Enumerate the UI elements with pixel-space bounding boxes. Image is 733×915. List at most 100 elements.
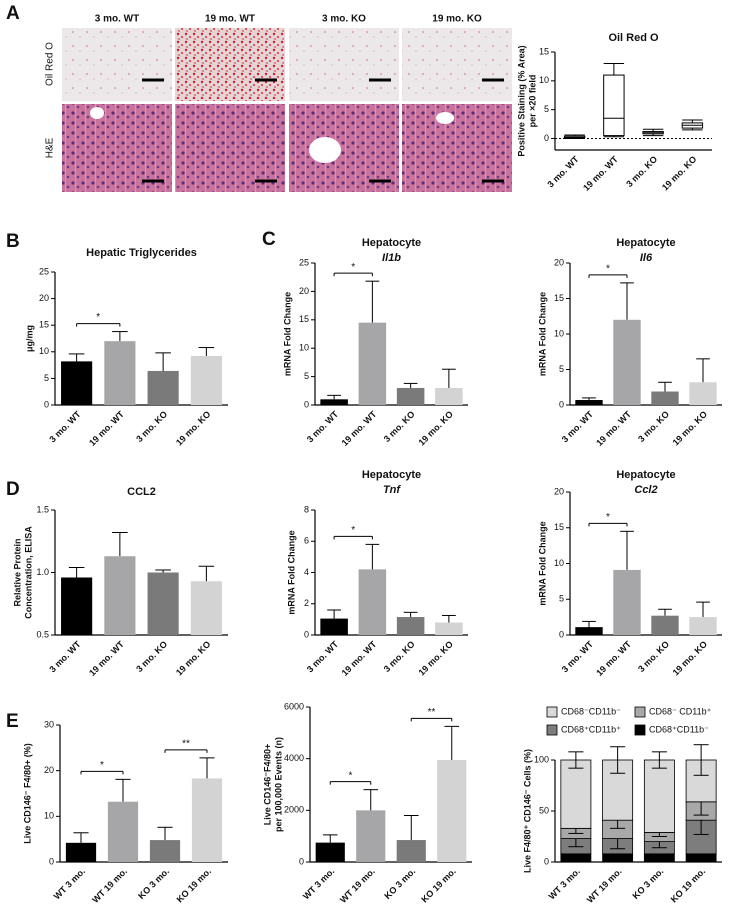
bar bbox=[65, 842, 97, 862]
x-tick-label: KO 19 mo. bbox=[419, 866, 458, 905]
x-tick-label: 19 mo. WT bbox=[87, 409, 126, 448]
chart-title: Hepatocyte bbox=[362, 469, 421, 481]
y-tick-label: 0 bbox=[44, 399, 49, 409]
bar bbox=[396, 387, 425, 405]
chart-title: Hepatocyte bbox=[616, 469, 675, 481]
y-tick-label: 10 bbox=[299, 343, 309, 353]
bar bbox=[689, 382, 717, 405]
x-tick-label: 19 mo. WT bbox=[581, 154, 620, 193]
y-tick-label: 20 bbox=[44, 765, 54, 775]
bar bbox=[396, 617, 425, 635]
row-label: H&E bbox=[45, 137, 56, 158]
x-tick-label: 19 mo. WT bbox=[340, 409, 379, 448]
bar bbox=[190, 356, 222, 405]
x-tick-label: WT 19 mo. bbox=[585, 866, 624, 905]
y-axis-label: Relative Protein bbox=[12, 538, 22, 606]
x-tick-label: 3 mo. KO bbox=[624, 154, 659, 189]
y-tick-label: 0 bbox=[304, 629, 309, 639]
x-tick-label: KO 19 mo. bbox=[175, 866, 214, 905]
y-tick-label: 10 bbox=[539, 75, 549, 85]
chart-title: Oil Red O bbox=[608, 32, 659, 44]
y-tick-label: 10 bbox=[554, 558, 564, 568]
y-axis-label: Positive Staining (% Area) bbox=[516, 45, 526, 156]
y-tick-label: 0 bbox=[304, 399, 309, 409]
x-tick-label: 19 mo. KO bbox=[671, 639, 710, 678]
y-tick-label: 10 bbox=[554, 328, 564, 338]
x-tick-label: 19 mo. WT bbox=[594, 639, 633, 678]
significance-label: ** bbox=[428, 707, 436, 718]
bar bbox=[190, 581, 222, 635]
bar bbox=[396, 840, 426, 862]
significance-label: * bbox=[351, 525, 355, 536]
y-tick-label: 15 bbox=[554, 293, 564, 303]
y-tick-label: 1.5 bbox=[36, 504, 49, 514]
bar bbox=[320, 618, 348, 635]
bar bbox=[358, 569, 387, 635]
image bbox=[289, 104, 399, 192]
y-tick-label: 4000 bbox=[284, 753, 304, 763]
bar bbox=[147, 572, 179, 635]
y-axis-label: Live CD146⁻F4/80+ bbox=[262, 744, 272, 826]
significance-label: * bbox=[96, 312, 100, 323]
significance-label: * bbox=[606, 264, 610, 275]
bar-segment bbox=[643, 759, 675, 833]
legend-swatch bbox=[546, 724, 558, 736]
y-tick-label: 15 bbox=[539, 46, 549, 56]
bar bbox=[689, 617, 717, 635]
bar bbox=[315, 842, 345, 862]
image bbox=[402, 104, 512, 192]
x-tick-label: 3 mo. KO bbox=[382, 409, 417, 444]
x-tick-label: 19 mo. KO bbox=[174, 409, 213, 448]
bar bbox=[149, 840, 181, 862]
image bbox=[62, 28, 172, 101]
x-tick-label: 19 mo. WT bbox=[87, 639, 126, 678]
y-tick-label: 4 bbox=[304, 567, 309, 577]
x-tick-label: WT 19 mo. bbox=[90, 866, 129, 905]
y-tick-label: 15 bbox=[39, 320, 49, 330]
legend-label: CD68⁻CD11b⁻ bbox=[561, 706, 621, 716]
bar bbox=[651, 615, 679, 635]
y-tick-label: 0 bbox=[544, 133, 549, 143]
x-tick-label: 3 mo. WT bbox=[47, 409, 83, 445]
x-tick-label: 3 mo. WT bbox=[545, 154, 581, 190]
image bbox=[402, 28, 512, 101]
y-tick-label: 2 bbox=[304, 598, 309, 608]
y-tick-label: 0 bbox=[49, 856, 54, 866]
y-axis-label: Live CD146⁻ F4/80+ (%) bbox=[22, 743, 32, 844]
legend-swatch bbox=[546, 706, 558, 718]
column-header: 19 mo. KO bbox=[432, 14, 482, 25]
x-tick-label: WT 3 mo. bbox=[547, 866, 582, 901]
bar bbox=[651, 391, 679, 405]
y-axis-label: mRNA Fold Change bbox=[286, 530, 296, 614]
y-tick-label: 0 bbox=[299, 856, 304, 866]
significance-label: * bbox=[351, 262, 355, 273]
legend-swatch bbox=[634, 706, 646, 718]
chart-subtitle: Il1b bbox=[382, 252, 401, 264]
y-axis-label: mRNA Fold Change bbox=[537, 521, 547, 605]
vessel bbox=[436, 112, 454, 124]
x-tick-label: 19 mo. KO bbox=[174, 639, 213, 678]
significance-label: * bbox=[100, 760, 104, 771]
panel-label: D bbox=[6, 479, 20, 500]
image bbox=[175, 28, 285, 101]
bar bbox=[356, 810, 386, 862]
y-tick-label: 15 bbox=[299, 314, 309, 324]
legend-label: CD68⁺CD11b⁻ bbox=[649, 724, 709, 734]
chart-title: CCL2 bbox=[127, 486, 156, 498]
scale-bars bbox=[142, 78, 504, 183]
y-tick-label: 5 bbox=[559, 594, 564, 604]
bar bbox=[107, 801, 139, 862]
y-axis-label: mRNA Fold Change bbox=[537, 292, 547, 376]
y-axis-label: per ×20 field bbox=[527, 75, 537, 128]
bar bbox=[61, 577, 93, 635]
x-tick-label: 3 mo. WT bbox=[305, 409, 341, 445]
y-tick-label: 25 bbox=[39, 266, 49, 276]
x-tick-label: WT 3 mo. bbox=[301, 866, 336, 901]
x-tick-label: 3 mo. WT bbox=[560, 409, 596, 445]
y-tick-label: 0.5 bbox=[36, 629, 49, 639]
y-tick-label: 2000 bbox=[284, 805, 304, 815]
x-tick-label: 3 mo. KO bbox=[636, 639, 671, 674]
bar bbox=[435, 387, 463, 405]
y-tick-label: 5 bbox=[559, 364, 564, 374]
y-tick-label: 20 bbox=[554, 257, 564, 267]
